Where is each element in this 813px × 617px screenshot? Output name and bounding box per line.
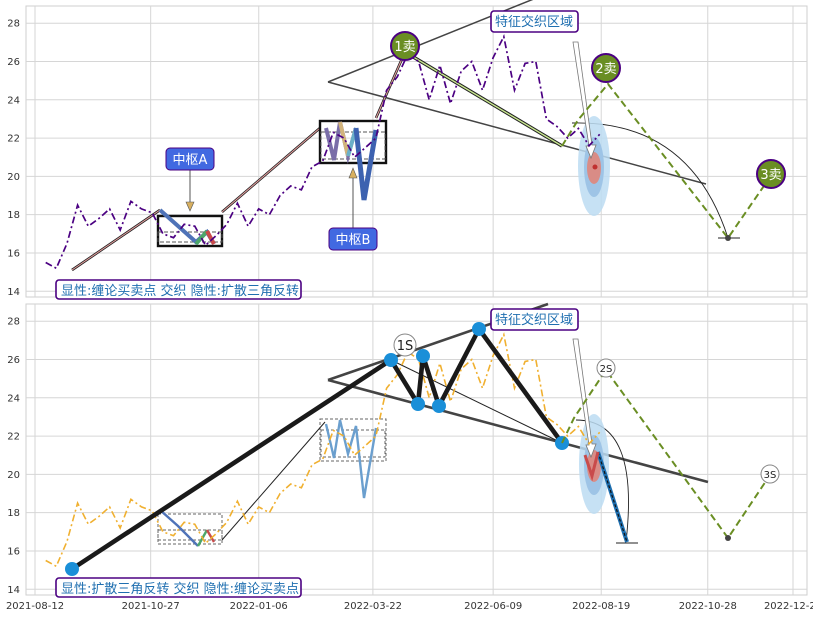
- pivot-dot: [472, 322, 486, 336]
- triangle-upper-line: [327, 0, 534, 83]
- legend-box-top: 显性:缠论买卖点 交织 隐性:扩散三角反转: [55, 279, 302, 300]
- x-tick-label: 2022-12-23: [764, 601, 813, 612]
- zhongshu-b-drop: [353, 127, 379, 201]
- projection-ellipse-center: [592, 164, 598, 170]
- zhongshu-a-label: 中枢A: [165, 147, 215, 171]
- pivot-dot: [65, 562, 79, 576]
- bottom-y-axis: 14 16 18 20 22 24 26 28: [7, 317, 20, 596]
- legend-text-top: 显性:缠论买卖点 交织 隐性:扩散三角反转: [61, 283, 299, 299]
- bi-segment-up-2-fill: [221, 127, 321, 213]
- x-tick-label: 2022-08-19: [572, 601, 630, 612]
- y-tick-label: 20: [7, 172, 20, 183]
- y-tick-label: 20: [7, 470, 20, 481]
- s1-marker: 1S: [393, 333, 417, 357]
- x-tick-label: 2022-01-06: [230, 601, 288, 612]
- feature-zone-label-bottom: 特征交织区域: [490, 308, 579, 331]
- zhongshu-a-inner-bottom: [157, 529, 223, 541]
- zhongshu-a-wave-3: [205, 230, 216, 245]
- zhongshu-b-wave-2: [338, 121, 350, 157]
- y-tick-label: 16: [7, 546, 20, 557]
- y-tick-label: 24: [7, 393, 20, 404]
- legend-text-bottom: 显性:扩散三角反转 交织 隐性:缠论买卖点: [61, 581, 299, 597]
- triangle-lower-line-bottom: [327, 378, 709, 484]
- projection-path-top: [561, 82, 769, 240]
- zhongshu-b-label: 中枢B: [328, 227, 378, 251]
- zhongshu-b-box: [318, 119, 388, 165]
- projection-low-point-bottom: [725, 535, 731, 541]
- zhongshu-b-arrowhead: [348, 167, 358, 179]
- zhongshu-a-wave-2: [194, 229, 209, 246]
- y-tick-label: 22: [7, 134, 20, 145]
- triangle-lower-line: [327, 81, 707, 185]
- legend-box-bottom: 显性:扩散三角反转 交织 隐性:缠论买卖点: [55, 577, 302, 598]
- zhongshu-a-wave-bottom-3: [205, 529, 216, 543]
- pivot-dot: [411, 397, 425, 411]
- sell-2-text: 2卖: [595, 62, 616, 77]
- x-tick-label: 2022-03-22: [344, 601, 402, 612]
- bottom-overlays: 特征交织区域 显性:扩散三角反转 交织 隐性:缠论买卖点 1S 2S 3S: [45, 302, 780, 598]
- y-tick-label: 26: [7, 57, 20, 68]
- top-overlays: 中枢A 中枢B 特征交织区域 显性:缠论买卖点 交织 隐性:扩散三角反转 1卖 …: [45, 0, 786, 300]
- bi-segment-up-3-fill: [375, 51, 406, 119]
- x-tick-label: 2021-08-12: [6, 601, 64, 612]
- projection-hook-bottom: [583, 451, 600, 482]
- projection-low-point: [725, 235, 731, 241]
- x-tick-label: 2022-10-28: [679, 601, 737, 612]
- feature-zone-text-top: 特征交织区域: [495, 14, 573, 30]
- s1-text: 1S: [397, 339, 414, 354]
- feature-zone-text-bottom: 特征交织区域: [495, 312, 573, 328]
- zhongshu-b-wave-bottom: [324, 419, 378, 499]
- feature-zone-label-top: 特征交织区域: [490, 10, 579, 33]
- x-tick-label: 2022-06-09: [464, 601, 522, 612]
- sell-3-text: 3卖: [760, 168, 781, 183]
- y-tick-label: 16: [7, 248, 20, 259]
- bi-segment-down-fill: [404, 51, 563, 147]
- zhongshu-a-box-bottom: [157, 513, 223, 545]
- top-y-axis: 14 16 18 20 22 24 26 28: [7, 19, 20, 298]
- thin-connector-2: [221, 421, 326, 541]
- s3-text: 3S: [764, 470, 777, 481]
- bottom-panel-frame: [25, 303, 808, 596]
- zhongshu-b-inner-bottom: [320, 429, 386, 458]
- sell-3-marker: 3卖: [756, 159, 786, 189]
- zhongshu-a-wave-bottom: [159, 509, 199, 547]
- s2-marker: 2S: [596, 358, 616, 378]
- y-tick-label: 14: [7, 585, 20, 596]
- sell-2-marker: 2卖: [591, 53, 621, 83]
- zhongshu-a-arrowhead: [185, 201, 195, 212]
- pivot-dot: [432, 399, 446, 413]
- y-tick-label: 22: [7, 432, 20, 443]
- x-axis: 2021-08-12 2021-10-27 2022-01-06 2022-03-22…: [6, 601, 813, 612]
- pivot-dot: [384, 353, 398, 367]
- bi-segment-up-1-fill: [71, 209, 161, 271]
- y-tick-label: 26: [7, 355, 20, 366]
- zhongshu-b-box-bottom: [319, 418, 387, 462]
- sell-1-text: 1卖: [394, 40, 415, 55]
- hollow-arrow-bottom: [572, 338, 597, 459]
- pivot-dots: [65, 322, 569, 576]
- zhongshu-a-text: 中枢A: [173, 153, 208, 168]
- pivot-dot: [416, 349, 430, 363]
- y-tick-label: 28: [7, 317, 20, 328]
- s3-marker: 3S: [760, 464, 780, 484]
- x-tick-label: 2021-10-27: [122, 601, 180, 612]
- y-tick-label: 28: [7, 19, 20, 30]
- sell-1-marker: 1卖: [390, 31, 420, 61]
- zhongshu-b-text: 中枢B: [336, 233, 371, 248]
- zhongshu-a-inner: [157, 231, 223, 243]
- y-tick-label: 14: [7, 287, 20, 298]
- projection-drop-bottom-core: [597, 451, 628, 543]
- y-tick-label: 24: [7, 95, 20, 106]
- y-tick-label: 18: [7, 508, 20, 519]
- s2-text: 2S: [600, 364, 613, 375]
- zhongshu-a-box: [156, 214, 224, 248]
- y-tick-label: 18: [7, 210, 20, 221]
